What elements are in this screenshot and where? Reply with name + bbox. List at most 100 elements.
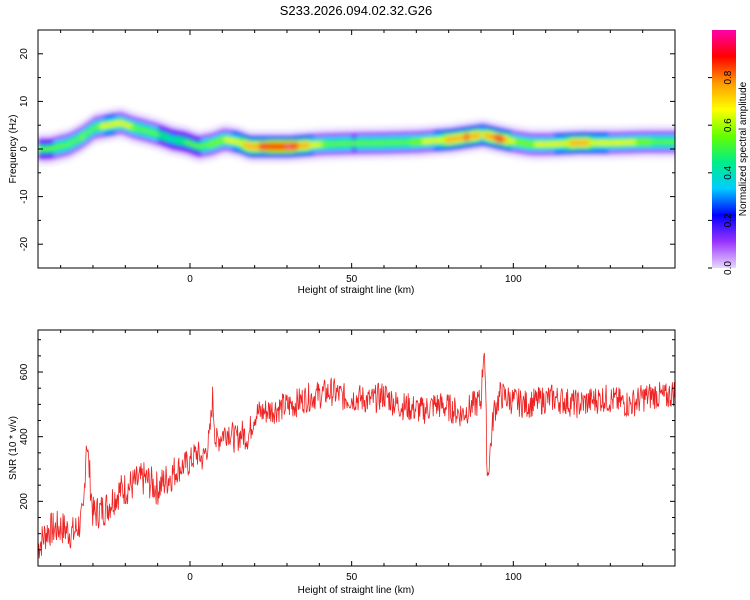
spectrogram-cell xyxy=(131,125,136,130)
spectrogram-cell xyxy=(220,138,225,143)
spectrogram-cell xyxy=(523,141,528,146)
spectrogram-axes: 0 50 100 -20 -10 0 10 20 xyxy=(19,29,676,285)
spectrogram-cell xyxy=(228,138,233,143)
spectrogram-cell xyxy=(119,121,124,125)
spectrogram-cell xyxy=(135,126,140,131)
spectrogram-plot-area xyxy=(38,106,675,166)
colorbar-tick-label: 0.0 xyxy=(723,261,734,275)
spectrogram-x-tick-label: 0 xyxy=(187,274,193,285)
spectrogram-cell xyxy=(383,140,388,145)
spectrogram-cell xyxy=(441,138,447,142)
spectrogram-cell xyxy=(208,142,214,147)
spectrogram-cell xyxy=(84,131,90,136)
spectrogram-cell xyxy=(53,145,59,150)
spectrogram-cell xyxy=(480,132,485,137)
snr-y-tick-label: 600 xyxy=(19,363,30,380)
spectrogram-cell xyxy=(585,140,590,145)
spectrogram-cell xyxy=(623,140,629,145)
spectrogram-cell xyxy=(243,143,249,147)
spectrogram-cell xyxy=(394,140,400,145)
spectrogram-cell xyxy=(526,141,532,146)
spectrogram-cell xyxy=(484,133,489,138)
spectrogram-cell xyxy=(561,141,567,146)
spectrogram-cell xyxy=(76,136,82,141)
spectrogram-cell xyxy=(162,134,167,139)
spectrogram-cell xyxy=(596,140,602,145)
spectrogram-cell xyxy=(305,143,311,148)
colorbar-tick-label: 0.8 xyxy=(723,70,734,84)
snr-x-tick-label: 0 xyxy=(187,572,193,583)
colorbar: 0.0 0.2 0.4 0.6 0.8 Normalized spectral ampl… xyxy=(708,30,749,275)
spectrogram-y-tick-label: -20 xyxy=(19,237,30,252)
spectrogram-cell xyxy=(274,144,280,149)
spectrogram-cell xyxy=(65,142,70,147)
spectrogram-cell xyxy=(150,130,156,135)
spectrogram-cell xyxy=(317,142,322,147)
spectrogram-cell xyxy=(464,135,470,140)
spectrogram-cell xyxy=(193,143,198,148)
spectrogram-cell xyxy=(612,140,617,145)
spectrogram-y-tick-label: -10 xyxy=(19,189,30,204)
spectrogram-cell xyxy=(166,135,171,140)
snr-y-tick-label: 200 xyxy=(19,493,30,510)
spectrogram-cell xyxy=(142,128,148,133)
spectrogram-cell xyxy=(181,139,187,144)
spectrogram-cell xyxy=(255,144,260,149)
spectrogram-cell xyxy=(588,140,594,145)
spectrogram-cell xyxy=(557,141,563,146)
spectrogram-cell xyxy=(92,126,97,130)
spectrogram-cell xyxy=(123,122,128,127)
spectrogram-cell xyxy=(565,141,571,146)
spectrogram-cell xyxy=(472,134,478,138)
spectrogram-cell xyxy=(235,140,241,145)
spectrogram-cell xyxy=(503,137,509,142)
figure-title: S233.2026.094.02.32.G26 xyxy=(280,3,433,18)
spectrogram-cell xyxy=(414,140,419,144)
spectrogram-cell xyxy=(259,144,264,149)
spectrogram-cell xyxy=(297,143,303,148)
spectrogram-cell xyxy=(321,142,326,147)
spectrogram-cell xyxy=(266,144,272,149)
colorbar-tick-label: 0.6 xyxy=(723,118,734,132)
spectrogram-cell xyxy=(627,140,633,145)
spectrogram-cell xyxy=(278,144,284,149)
spectrogram-cell xyxy=(573,141,578,145)
snr-series-line xyxy=(38,352,675,559)
spectrogram-cell xyxy=(554,141,559,146)
spectrogram-cell xyxy=(654,139,660,144)
spectrogram-cell xyxy=(197,144,202,149)
spectrogram-y-tick-label: 10 xyxy=(19,95,30,107)
spectrogram-cell xyxy=(57,144,62,149)
spectrogram-x-axis-label: Height of straight line (km) xyxy=(298,285,415,296)
spectrogram-cell xyxy=(569,141,575,146)
spectrogram-cell xyxy=(185,140,190,145)
spectrogram-cell xyxy=(115,121,121,126)
spectrogram-cell xyxy=(61,143,66,148)
spectrogram-cell xyxy=(80,134,86,139)
spectrogram-cell xyxy=(651,139,656,144)
spectrogram-cell xyxy=(263,144,268,149)
spectrogram-cell xyxy=(375,141,381,145)
spectrogram-cell xyxy=(363,141,369,146)
spectrogram-cell xyxy=(200,143,206,148)
spectrogram-cell xyxy=(332,141,338,146)
spectrogram-cell xyxy=(379,140,384,145)
spectrogram-cell xyxy=(344,141,350,146)
spectrogram-cell xyxy=(96,125,101,129)
snr-y-tick-label: 400 xyxy=(19,428,30,445)
spectrogram-cell xyxy=(340,141,346,146)
spectrogram-cell xyxy=(616,140,621,145)
spectrogram-cell xyxy=(495,136,501,141)
spectrogram-cell xyxy=(173,138,179,142)
colorbar-gradient xyxy=(712,30,736,268)
spectrogram-cell xyxy=(643,139,648,144)
spectrogram-cell xyxy=(154,131,159,136)
spectrogram-cell xyxy=(592,140,598,145)
spectrogram-cell xyxy=(437,138,443,143)
spectrogram-cell xyxy=(491,135,497,140)
spectrogram-cell xyxy=(146,129,152,134)
spectrogram-cell xyxy=(639,140,644,144)
spectrogram-ridge xyxy=(38,106,675,166)
spectrogram-cell xyxy=(45,147,51,151)
spectrogram-x-tick-label: 100 xyxy=(505,274,522,285)
